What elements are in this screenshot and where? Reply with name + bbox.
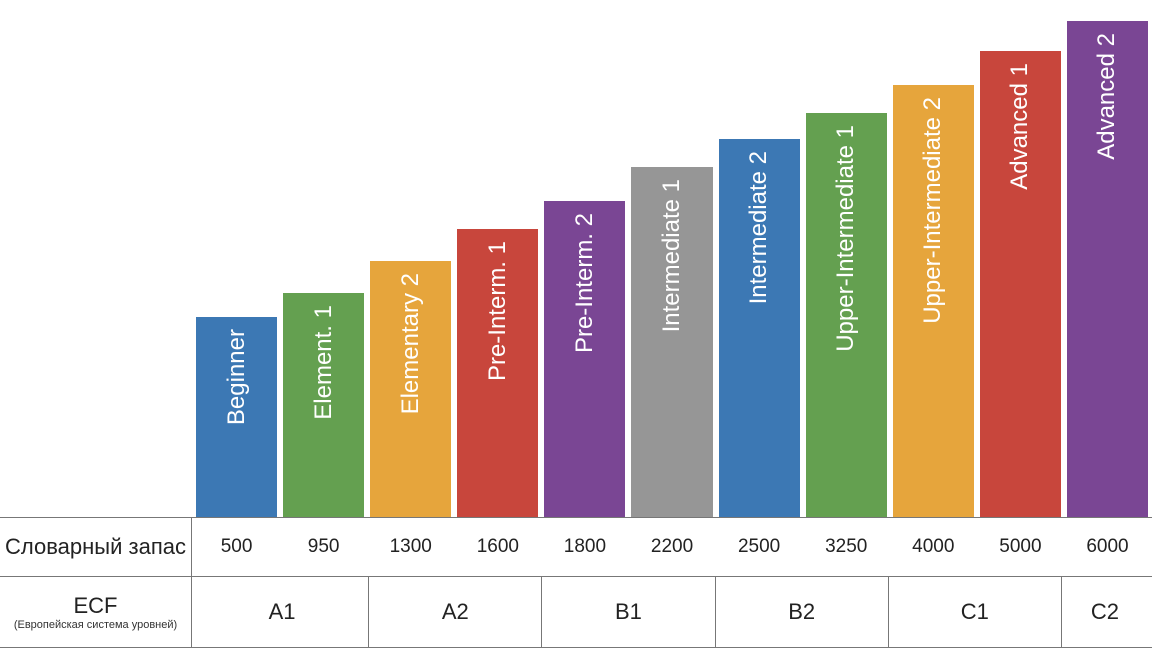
vocab-cell: 2200 bbox=[631, 518, 712, 576]
ecf-cells: A1A2B1B2C1C2 bbox=[192, 577, 1152, 647]
table-area: Словарный запас 500950130016001800220025… bbox=[0, 517, 1152, 648]
bars-container: Beginner Element. 1 Elementary 2 Pre-Interm… bbox=[192, 0, 1152, 517]
bar-wrap: Beginner bbox=[196, 0, 277, 517]
vocab-cells: 5009501300160018002200250032504000500060… bbox=[192, 518, 1152, 576]
ecf-label-sub: (Европейская система уровней) bbox=[14, 619, 177, 631]
ecf-cell: C1 bbox=[889, 577, 1062, 647]
vocab-cell: 5000 bbox=[980, 518, 1061, 576]
bar-wrap: Advanced 2 bbox=[1067, 0, 1148, 517]
bar-label: Advanced 2 bbox=[1093, 21, 1121, 172]
vocab-cell: 2500 bbox=[719, 518, 800, 576]
bar-wrap: Advanced 1 bbox=[980, 0, 1061, 517]
bar-wrap: Elementary 2 bbox=[370, 0, 451, 517]
vocab-cell: 950 bbox=[283, 518, 364, 576]
vocab-row-label: Словарный запас bbox=[0, 518, 192, 576]
bar-9: Advanced 1 bbox=[980, 51, 1061, 517]
ecf-cell: A1 bbox=[196, 577, 369, 647]
bar-label: Elementary 2 bbox=[397, 261, 425, 426]
vocab-cell: 4000 bbox=[893, 518, 974, 576]
bar-label: Upper-Intermediate 1 bbox=[832, 113, 860, 364]
vocab-cell: 500 bbox=[196, 518, 277, 576]
bar-wrap: Pre-Interm. 2 bbox=[544, 0, 625, 517]
ecf-cell: B2 bbox=[716, 577, 889, 647]
bar-2: Elementary 2 bbox=[370, 261, 451, 517]
bar-label: Pre-Interm. 1 bbox=[484, 229, 512, 393]
ecf-cell: A2 bbox=[369, 577, 542, 647]
bar-label: Element. 1 bbox=[310, 293, 338, 432]
bar-wrap: Upper-Intermediate 2 bbox=[893, 0, 974, 517]
vocab-cell: 6000 bbox=[1067, 518, 1148, 576]
bar-8: Upper-Intermediate 2 bbox=[893, 85, 974, 517]
bar-1: Element. 1 bbox=[283, 293, 364, 517]
vocab-cell: 1800 bbox=[544, 518, 625, 576]
bar-wrap: Upper-Intermediate 1 bbox=[806, 0, 887, 517]
bar-label: Intermediate 1 bbox=[658, 167, 686, 344]
bar-wrap: Element. 1 bbox=[283, 0, 364, 517]
vocab-row: Словарный запас 500950130016001800220025… bbox=[0, 518, 1152, 577]
ecf-label-text: ECF bbox=[74, 593, 118, 618]
bar-4: Pre-Interm. 2 bbox=[544, 201, 625, 517]
bar-0: Beginner bbox=[196, 317, 277, 517]
bar-3: Pre-Interm. 1 bbox=[457, 229, 538, 517]
vocab-cell: 3250 bbox=[806, 518, 887, 576]
ecf-cell: C2 bbox=[1062, 577, 1148, 647]
vocab-label-text: Словарный запас bbox=[5, 534, 186, 559]
bar-wrap: Pre-Interm. 1 bbox=[457, 0, 538, 517]
bar-wrap: Intermediate 1 bbox=[631, 0, 712, 517]
vocab-cell: 1300 bbox=[370, 518, 451, 576]
bar-label: Advanced 1 bbox=[1006, 51, 1034, 202]
bar-7: Upper-Intermediate 1 bbox=[806, 113, 887, 517]
bar-label: Intermediate 2 bbox=[745, 139, 773, 316]
ecf-row-label: ECF (Европейская система уровней) bbox=[0, 577, 192, 647]
bar-label: Pre-Interm. 2 bbox=[571, 201, 599, 365]
bar-10: Advanced 2 bbox=[1067, 21, 1148, 517]
ecf-row: ECF (Европейская система уровней) A1A2B1… bbox=[0, 577, 1152, 648]
bar-6: Intermediate 2 bbox=[719, 139, 800, 517]
bar-label: Beginner bbox=[223, 317, 251, 437]
chart-area: Beginner Element. 1 Elementary 2 Pre-Interm… bbox=[0, 0, 1152, 517]
vocab-cell: 1600 bbox=[457, 518, 538, 576]
bar-label: Upper-Intermediate 2 bbox=[919, 85, 947, 336]
ecf-cell: B1 bbox=[542, 577, 715, 647]
bar-5: Intermediate 1 bbox=[631, 167, 712, 517]
bar-wrap: Intermediate 2 bbox=[719, 0, 800, 517]
